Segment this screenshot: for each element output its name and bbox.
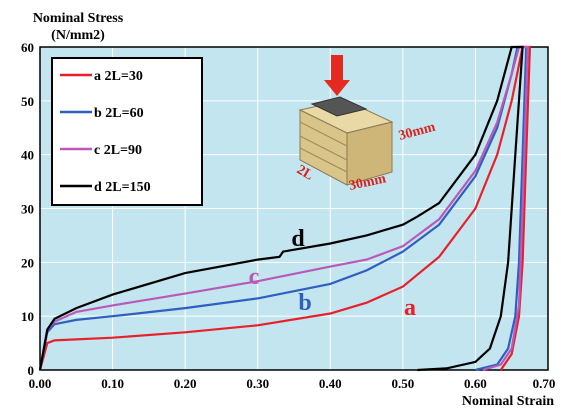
- x-tick-label: 0.20: [174, 376, 197, 391]
- y-axis-title: (N/mm2): [51, 28, 105, 43]
- x-tick-label: 0.40: [319, 376, 342, 391]
- y-axis-title: Nominal Stress: [33, 11, 124, 26]
- x-tick-label: 0.30: [246, 376, 269, 391]
- y-tick-label: 30: [21, 202, 34, 217]
- y-tick-label: 50: [21, 94, 34, 109]
- x-tick-label: 0.50: [391, 376, 414, 391]
- legend-label: d 2L=150: [94, 180, 151, 195]
- legend-label: c 2L=90: [94, 143, 142, 158]
- curve-label: b: [298, 290, 311, 316]
- x-tick-label: 0.10: [101, 376, 124, 391]
- y-tick-label: 20: [21, 255, 34, 270]
- y-tick-label: 10: [21, 309, 34, 324]
- x-tick-label: 0.00: [29, 376, 52, 391]
- legend-label: a 2L=30: [94, 69, 143, 84]
- x-axis-title: Nominal Strain: [462, 394, 554, 409]
- curve-label: d: [291, 226, 305, 252]
- y-tick-label: 40: [21, 148, 34, 163]
- y-tick-label: 60: [21, 40, 34, 55]
- curve-label: c: [249, 264, 260, 290]
- chart: Nominal Stress (N/mm2) Nominal Strain 01…: [0, 0, 561, 412]
- curve-label: a: [404, 295, 416, 321]
- x-tick-label: 0.60: [464, 376, 487, 391]
- legend: a 2L=30 b 2L=60 c 2L=90 d 2L=150: [52, 58, 202, 205]
- x-tick-label: 0.70: [533, 376, 556, 391]
- legend-label: b 2L=60: [94, 106, 144, 121]
